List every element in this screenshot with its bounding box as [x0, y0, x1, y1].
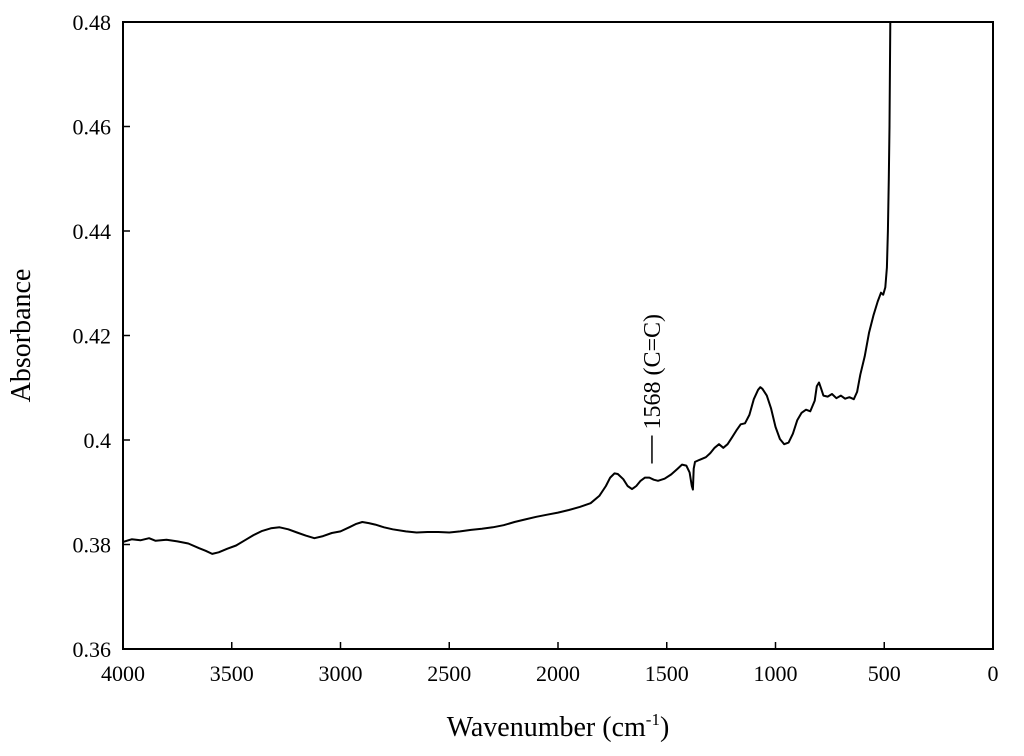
y-tick-label: 0.4 — [84, 428, 112, 453]
x-tick-label: 3000 — [319, 661, 363, 686]
x-tick-label: 2000 — [536, 661, 580, 686]
x-axis-ticks: 4000 3500 3000 2500 2000 1500 1000 500 0 — [101, 642, 999, 686]
x-axis-label-close: ) — [660, 712, 669, 743]
y-tick-label: 0.42 — [73, 324, 112, 349]
x-axis-label-superscript: -1 — [646, 710, 660, 729]
y-axis-label: Absorbance — [6, 269, 37, 403]
x-tick-label: 3500 — [210, 661, 254, 686]
annotations: 1568 (C=C) — [640, 314, 666, 464]
y-tick-label: 0.48 — [73, 10, 112, 35]
x-tick-label: 4000 — [101, 661, 145, 686]
plot-frame — [122, 21, 994, 650]
x-tick-label: 500 — [868, 661, 901, 686]
y-tick-label: 0.36 — [73, 637, 112, 662]
y-tick-label: 0.38 — [73, 533, 112, 558]
x-tick-label: 2500 — [427, 661, 471, 686]
x-tick-label: 0 — [988, 661, 999, 686]
y-tick-label: 0.46 — [73, 115, 112, 140]
x-tick-label: 1500 — [645, 661, 689, 686]
absorbance-series-line — [122, 21, 892, 555]
y-axis-ticks: 0.36 0.38 0.4 0.42 0.44 0.46 0.48 — [73, 10, 130, 662]
x-axis-label: Wavenumber (cm-1) — [447, 710, 670, 743]
x-tick-label: 1000 — [754, 661, 798, 686]
y-tick-label: 0.44 — [73, 219, 112, 244]
annotation-label: 1568 (C=C) — [640, 314, 666, 430]
x-axis-label-main: Wavenumber (cm — [447, 712, 646, 743]
plot-area: 4000 3500 3000 2500 2000 1500 1000 500 0 0.360.3… — [73, 10, 999, 686]
